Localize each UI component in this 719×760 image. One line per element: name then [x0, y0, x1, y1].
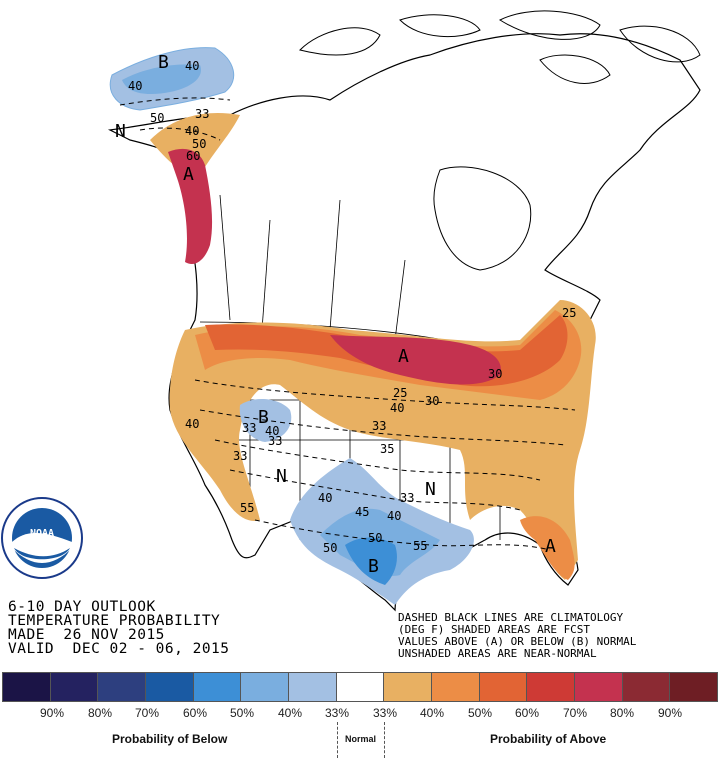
map-marker-normal: N — [115, 121, 126, 142]
map-marker-normal: N — [276, 466, 287, 487]
legend-swatch — [478, 672, 528, 702]
legend-swatch — [192, 672, 242, 702]
contour-label: 55 — [413, 539, 427, 553]
legend-percent: 70% — [134, 706, 160, 720]
legend-percent: 80% — [609, 706, 635, 720]
contour-label: 25 — [562, 306, 576, 320]
legend-percent: 60% — [514, 706, 540, 720]
noaa-logo: NOAA — [1, 497, 83, 579]
contour-label: 33 — [242, 421, 256, 435]
title-line-1: 6-10 DAY OUTLOOK — [8, 599, 156, 615]
contour-label: 33 — [195, 107, 209, 121]
color-legend: 90% 80% 70% 60% 50% 40% 33% 33% 40% 50% … — [0, 672, 719, 760]
map-marker-normal: N — [425, 479, 436, 500]
legend-below-label: Probability of Below — [112, 732, 228, 746]
legend-swatch — [97, 672, 147, 702]
hudson-bay — [433, 166, 532, 271]
contour-label: 30 — [425, 394, 439, 408]
legend-percent: 40% — [277, 706, 303, 720]
legend-percent: 80% — [87, 706, 113, 720]
legend-percent: 70% — [562, 706, 588, 720]
map-marker-above: A — [398, 346, 409, 367]
contour-label: 55 — [240, 501, 254, 515]
legend-swatch — [621, 672, 671, 702]
note-line-1: DASHED BLACK LINES ARE CLIMATOLOGY — [398, 611, 624, 624]
contour-label: 45 — [355, 505, 369, 519]
legend-percent: 40% — [419, 706, 445, 720]
contour-label: 40 — [265, 424, 279, 438]
note-line-3: VALUES ABOVE (A) OR BELOW (B) NORMAL — [398, 635, 637, 648]
probability-map: 40 40 33 40 50 60 50 25 40 30 33 30 25 4… — [1, 10, 701, 612]
markers: B A N A B N N B A — [115, 52, 556, 577]
legend-swatches — [2, 672, 719, 702]
legend-swatch — [335, 672, 385, 702]
legend-swatch — [49, 672, 99, 702]
legend-percent: 90% — [39, 706, 65, 720]
title-block: 6-10 DAY OUTLOOK TEMPERATURE PROBABILITY M… — [8, 599, 230, 657]
legend-swatch — [145, 672, 194, 702]
legend-percent: 50% — [467, 706, 493, 720]
contour-label: 33 — [233, 449, 247, 463]
legend-swatch — [431, 672, 480, 702]
map-marker-below: B — [158, 52, 169, 73]
arctic-islands — [299, 10, 701, 84]
legend-swatch — [2, 672, 51, 702]
contour-label: 33 — [400, 491, 414, 505]
legend-percent: 33% — [324, 706, 350, 720]
contour-label: 40 — [390, 401, 404, 415]
title-line-4: VALID DEC 02 - 06, 2015 — [8, 641, 230, 657]
above-area-florida — [520, 516, 575, 580]
contour-label: 50 — [150, 111, 164, 125]
contour-label: 40 — [185, 59, 199, 73]
note-line-2: (DEG F) SHADED AREAS ARE FCST — [398, 623, 591, 636]
title-line-3: MADE 26 NOV 2015 — [8, 627, 165, 643]
map-marker-below: B — [258, 407, 269, 428]
legend-divider — [384, 722, 385, 758]
legend-swatch — [240, 672, 290, 702]
contour-label: 40 — [128, 79, 142, 93]
legend-divider — [337, 722, 338, 758]
legend-swatch — [526, 672, 576, 702]
legend-percent: 33% — [372, 706, 398, 720]
legend-swatch — [288, 672, 337, 702]
legend-percent: 90% — [657, 706, 683, 720]
legend-swatch — [383, 672, 433, 702]
above-area-core — [330, 335, 501, 385]
map-marker-above: A — [183, 164, 194, 185]
legend-above-label: Probability of Above — [490, 732, 607, 746]
contour-labels: 40 40 33 40 50 60 50 25 40 30 33 30 25 4… — [128, 59, 576, 555]
contour-label: 40 — [185, 417, 199, 431]
contour-label: 50 — [323, 541, 337, 555]
map-marker-below: B — [368, 556, 379, 577]
contour-label: 40 — [387, 509, 401, 523]
contour-label: 50 — [192, 137, 206, 151]
contour-label: 40 — [318, 491, 332, 505]
legend-note: DASHED BLACK LINES ARE CLIMATOLOGY (DEG F… — [398, 612, 636, 660]
contour-label: 60 — [186, 149, 200, 163]
contour-label: 33 — [268, 434, 282, 448]
legend-percent: 50% — [229, 706, 255, 720]
note-line-4: UNSHADED AREAS ARE NEAR-NORMAL — [398, 647, 597, 660]
contour-label: 40 — [185, 124, 199, 138]
legend-swatch — [574, 672, 623, 702]
legend-percent: 60% — [182, 706, 208, 720]
contour-label: 50 — [368, 531, 382, 545]
below-area-south-core — [345, 537, 397, 585]
contour-label: 25 — [393, 386, 407, 400]
title-line-2: TEMPERATURE PROBABILITY — [8, 613, 221, 629]
contour-label: 35 — [380, 442, 394, 456]
noaa-logo-text: NOAA — [30, 528, 54, 539]
map-marker-above: A — [545, 536, 556, 557]
legend-swatch — [669, 672, 719, 702]
climatology-contours — [119, 97, 576, 551]
legend-normal-label: Normal — [345, 734, 377, 744]
contour-label: 30 — [488, 367, 502, 381]
contour-label: 33 — [372, 419, 386, 433]
below-area-alaska-inner — [122, 64, 201, 95]
above-area-panhandle — [168, 148, 213, 265]
